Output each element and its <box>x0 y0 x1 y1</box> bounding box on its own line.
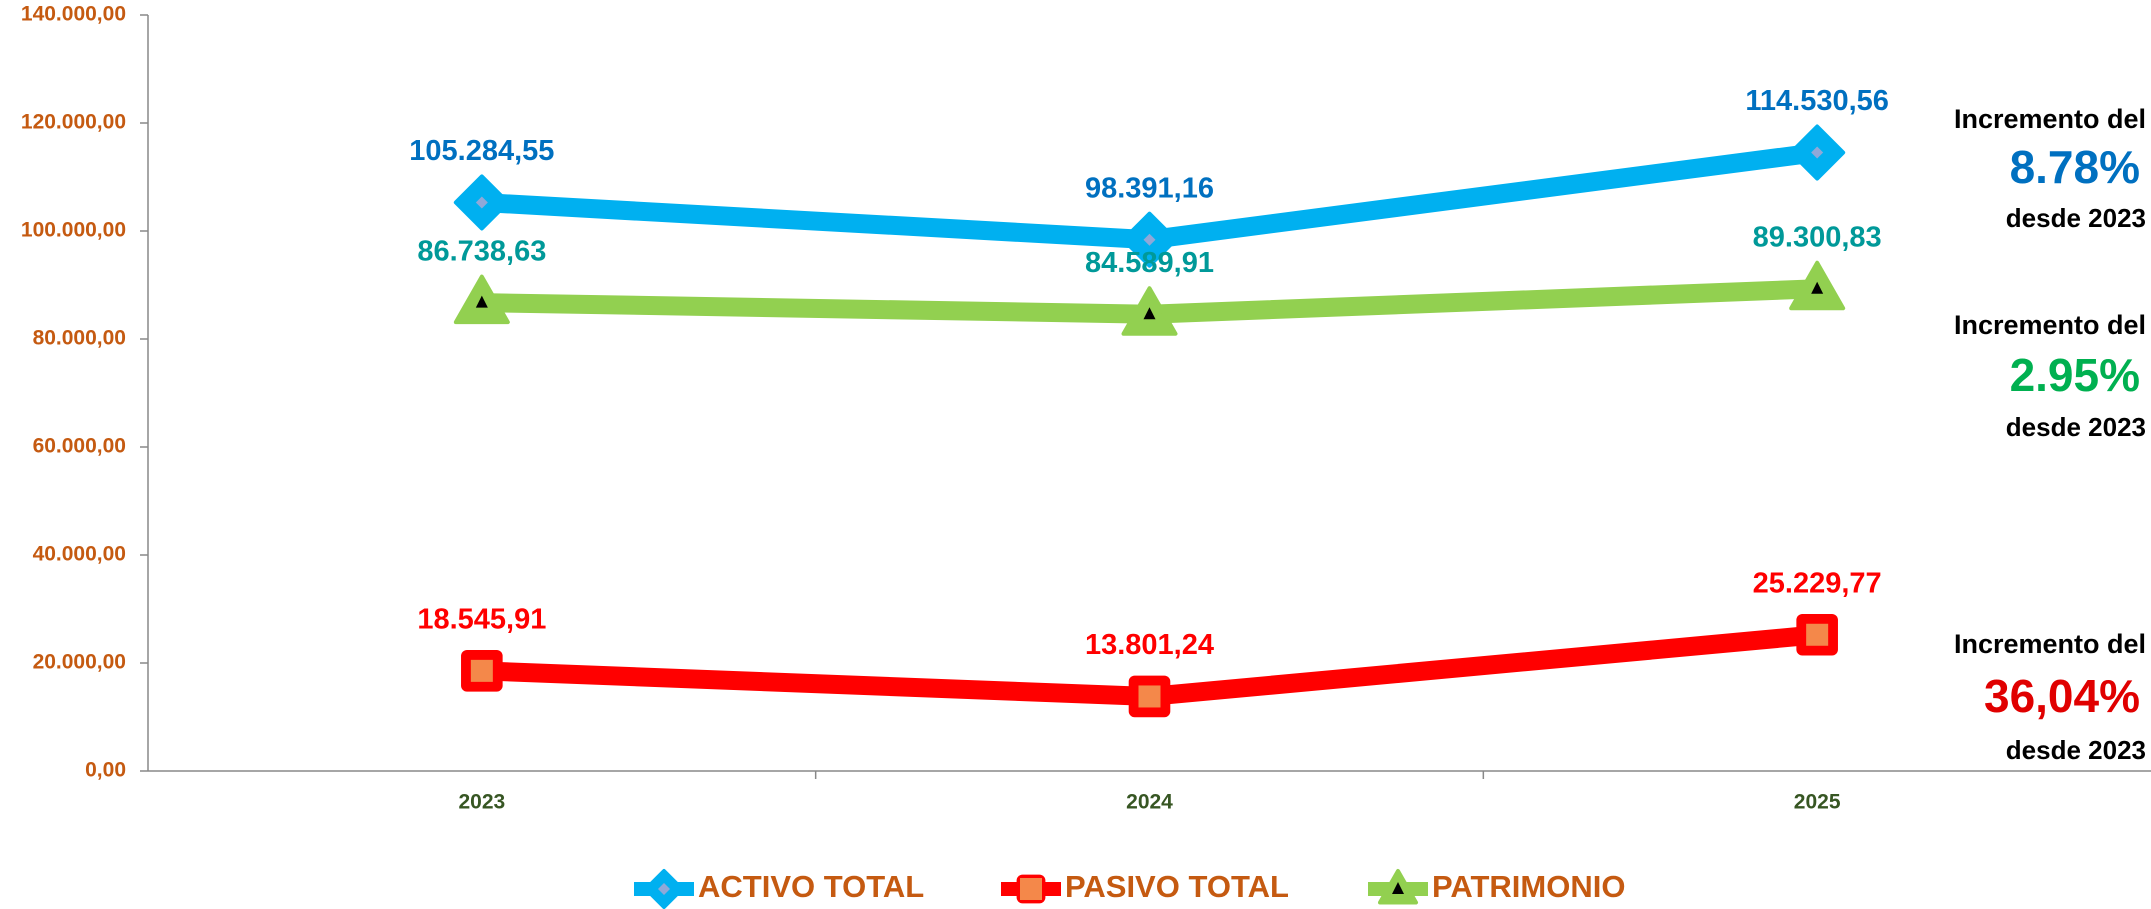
data-label: 13.801,24 <box>1085 629 1214 661</box>
data-label: 84.589,91 <box>1085 247 1214 279</box>
marker-inner <box>1811 146 1824 159</box>
annotation-label: Incremento del <box>1954 104 2146 134</box>
data-label: 98.391,16 <box>1085 172 1214 204</box>
y-tick-label: 100.000,00 <box>21 219 126 242</box>
marker-inner <box>1143 233 1156 246</box>
annotation-value: 36,04% <box>1984 670 2140 722</box>
annotation-note: desde 2023 <box>2006 412 2146 442</box>
legend-label: PASIVO TOTAL <box>1065 869 1289 904</box>
y-tick-label: 0,00 <box>85 759 126 782</box>
data-label: 89.300,83 <box>1753 221 1882 253</box>
annotation-label: Incremento del <box>1954 310 2146 340</box>
marker-inner <box>658 883 670 895</box>
y-tick-label: 80.000,00 <box>33 327 126 350</box>
x-tick-label: 2023 <box>458 791 505 814</box>
annotation-value: 8.78% <box>2010 141 2140 193</box>
marker-inner <box>475 295 488 308</box>
data-label: 105.284,55 <box>409 135 554 167</box>
y-tick-label: 60.000,00 <box>33 435 126 458</box>
x-tick-label: 2025 <box>1794 791 1841 814</box>
y-tick-label: 20.000,00 <box>33 651 126 674</box>
marker-inner <box>1020 878 1042 900</box>
marker-inner <box>1392 882 1404 894</box>
marker-inner <box>1143 307 1156 320</box>
legend-label: PATRIMONIO <box>1432 869 1625 904</box>
marker-inner <box>1138 685 1161 708</box>
data-label: 86.738,63 <box>417 235 546 267</box>
x-tick-label: 2024 <box>1126 791 1173 814</box>
annotation-label: Incremento del <box>1954 629 2146 659</box>
y-tick-label: 140.000,00 <box>21 3 126 26</box>
annotation-value: 2.95% <box>2010 349 2140 401</box>
data-label: 18.545,91 <box>417 604 546 636</box>
marker-inner <box>470 659 493 682</box>
y-tick-label: 40.000,00 <box>33 543 126 566</box>
marker-inner <box>1806 623 1829 646</box>
annotation-note: desde 2023 <box>2006 203 2146 233</box>
legend-label: ACTIVO TOTAL <box>698 869 924 904</box>
data-label: 114.530,56 <box>1745 85 1889 117</box>
y-tick-label: 120.000,00 <box>21 111 126 134</box>
data-label: 25.229,77 <box>1753 567 1882 599</box>
annotation-note: desde 2023 <box>2006 735 2146 765</box>
marker-inner <box>1811 281 1824 294</box>
marker-inner <box>475 196 488 209</box>
